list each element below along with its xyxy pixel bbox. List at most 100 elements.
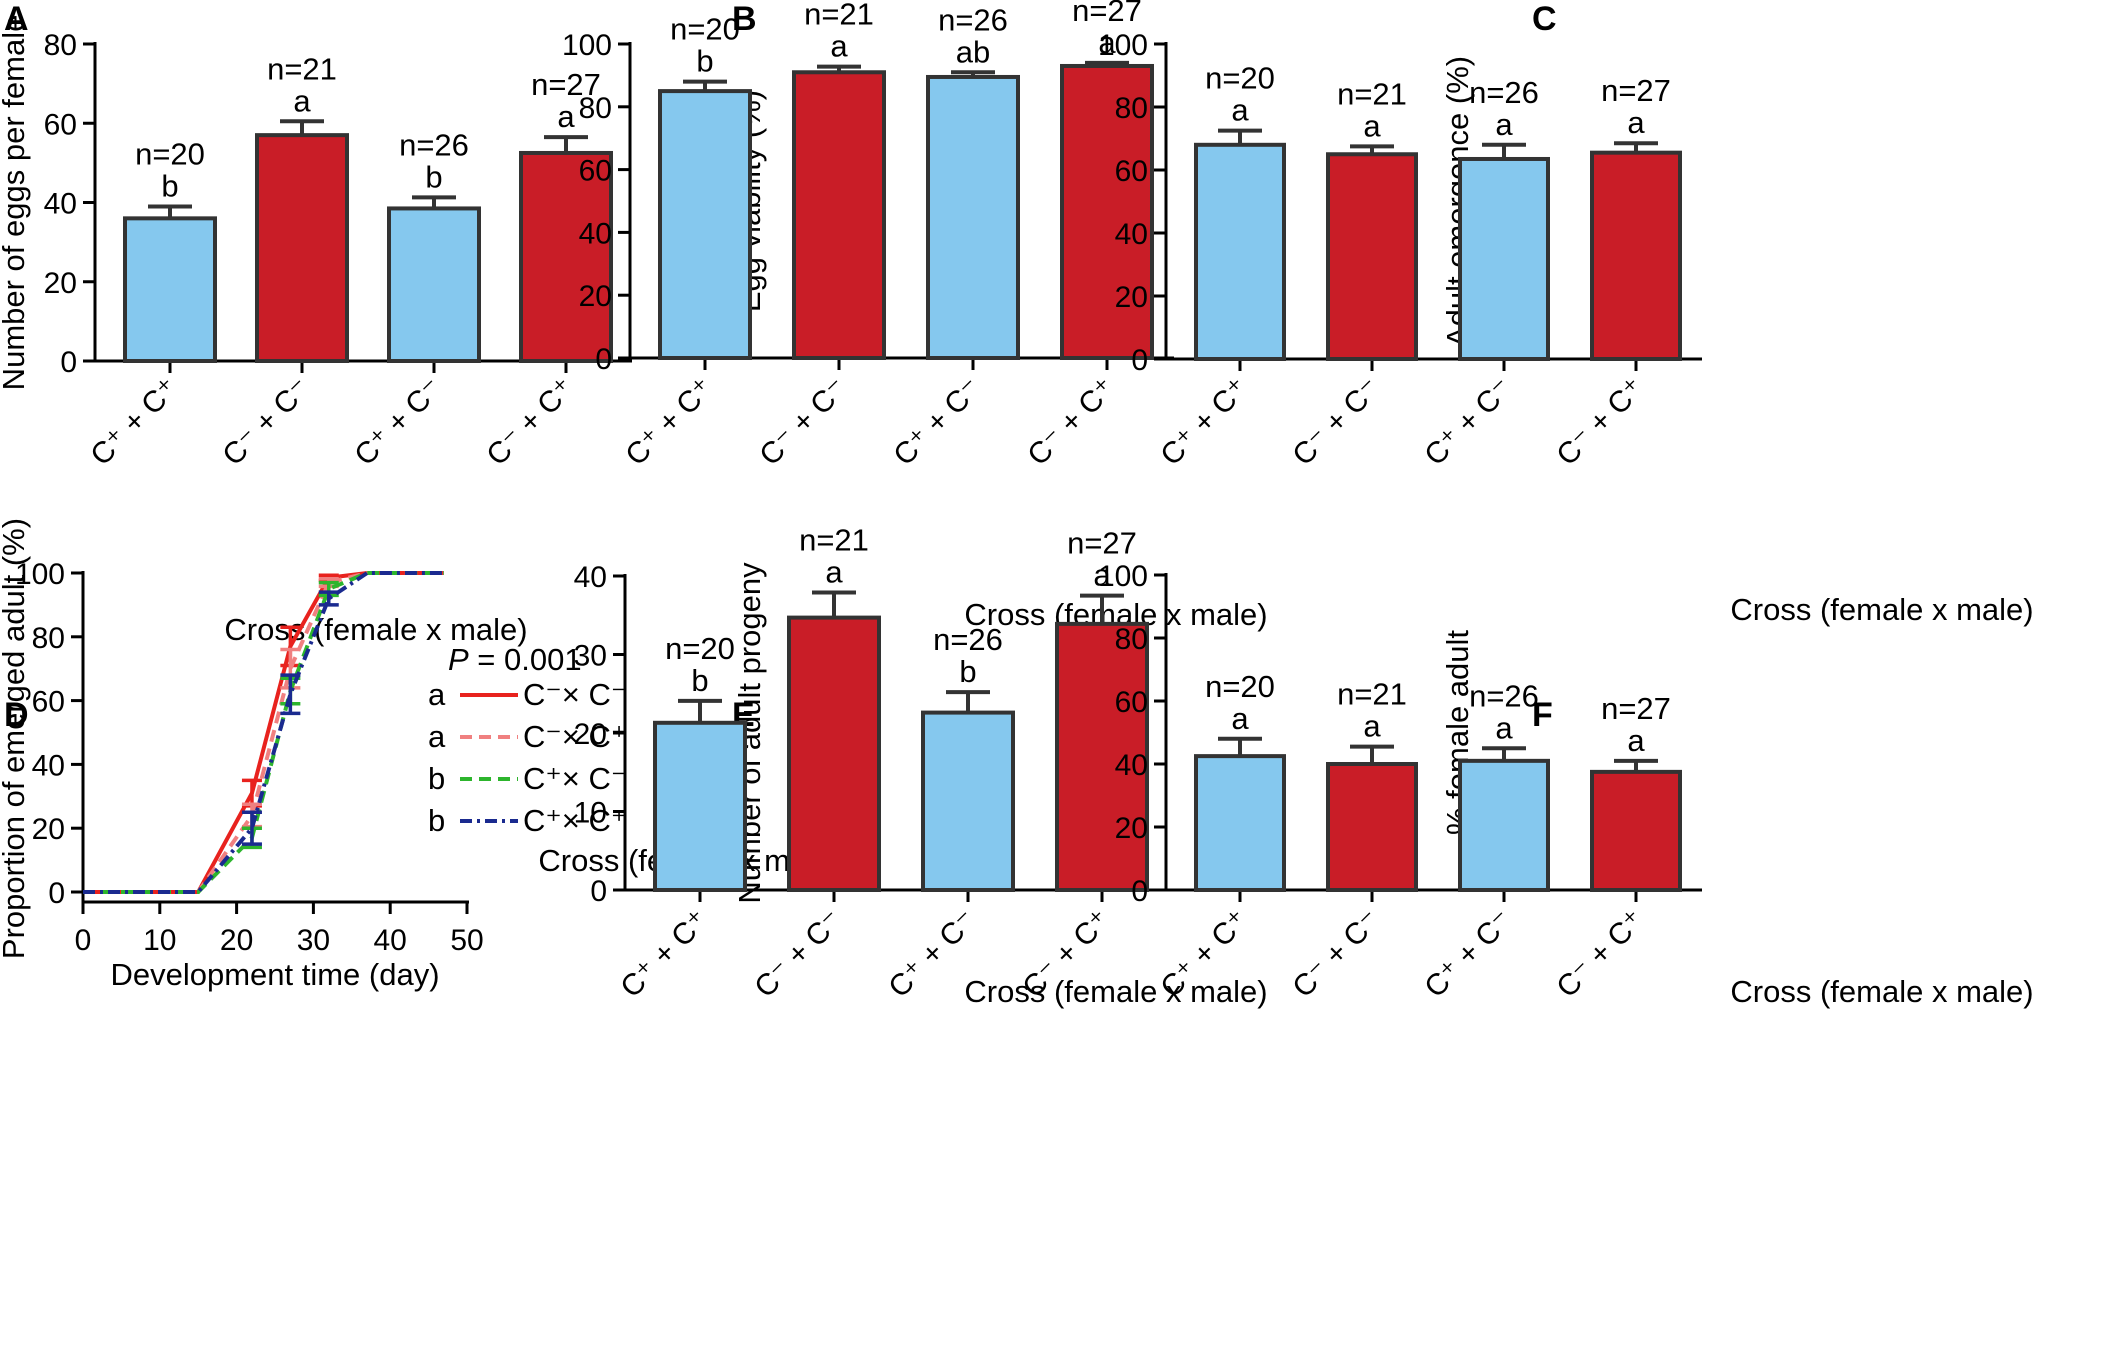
significance-letter: a xyxy=(1627,723,1645,758)
n-label: n=21 xyxy=(799,522,869,557)
legend-label: C⁻× C⁻ xyxy=(523,677,627,712)
n-label: n=21 xyxy=(1337,677,1407,712)
y-tick-label: 0 xyxy=(60,346,77,379)
n-label: n=26 xyxy=(1469,678,1539,713)
significance-letter: b xyxy=(959,654,976,689)
x-axis-title: Cross (female x male) xyxy=(1730,592,2033,627)
x-tick-label: 20 xyxy=(220,924,253,957)
significance-letter: a xyxy=(1098,25,1116,60)
n-label: n=21 xyxy=(267,51,337,86)
bar xyxy=(387,206,481,363)
y-tick-label: 100 xyxy=(1098,29,1148,62)
y-tick-label: 40 xyxy=(32,749,65,782)
n-label: n=26 xyxy=(399,127,469,162)
significance-letter: a xyxy=(830,29,848,64)
significance-letter: a xyxy=(293,83,311,118)
n-label: n=21 xyxy=(1337,76,1407,111)
bar xyxy=(1590,150,1682,361)
p-value-number: = 0.001 xyxy=(469,642,582,677)
y-tick-label: 60 xyxy=(44,108,77,141)
y-tick-label: 100 xyxy=(562,29,612,62)
bar xyxy=(658,89,752,360)
category-label: C⁺ + C⁺ xyxy=(84,372,185,473)
n-label: n=27 xyxy=(1067,526,1137,561)
y-tick-label: 20 xyxy=(1115,281,1148,314)
significance-letter: a xyxy=(1231,93,1249,128)
y-tick-label: 20 xyxy=(44,267,77,300)
y-tick-label: 40 xyxy=(1115,749,1148,782)
p-value-symbol: P xyxy=(448,642,469,677)
y-tick-label: 80 xyxy=(32,622,65,655)
category-label: C⁺ + C⁻ xyxy=(1418,904,1519,1005)
category-label: C⁻ + C⁻ xyxy=(1286,904,1387,1005)
n-label: n=27 xyxy=(1601,691,1671,726)
y-tick-label: 0 xyxy=(595,343,612,376)
y-axis-title: Proportion of emerged adult (%) xyxy=(0,518,31,959)
significance-letter: a xyxy=(825,554,843,589)
x-tick-label: 50 xyxy=(450,924,483,957)
bar xyxy=(1055,621,1149,892)
x-axis-title: Cross (female x male) xyxy=(964,974,1267,1009)
category-label: C⁺ + C⁺ xyxy=(1154,372,1255,473)
y-tick-label: 80 xyxy=(44,29,77,62)
category-label: C⁺ + C⁺ xyxy=(614,904,715,1005)
y-tick-label: 0 xyxy=(590,875,607,908)
significance-letter: a xyxy=(1363,108,1381,143)
y-tick-label: 60 xyxy=(1115,155,1148,188)
bar xyxy=(1326,152,1418,361)
x-tick-label: 0 xyxy=(75,924,92,957)
x-tick-label: 40 xyxy=(374,924,407,957)
category-label: C⁺ + C⁻ xyxy=(1418,372,1519,473)
y-tick-label: 20 xyxy=(1115,812,1148,845)
x-axis-title: Cross (female x male) xyxy=(1730,974,2033,1009)
legend-label: C⁻× C⁺ xyxy=(523,719,627,754)
y-tick-label: 60 xyxy=(1115,686,1148,719)
significance-letter: a xyxy=(1495,107,1513,142)
y-tick-label: 40 xyxy=(44,188,77,221)
x-axis-title: Cross (female x male) xyxy=(224,612,527,647)
bar xyxy=(1060,63,1154,360)
category-label: C⁻ + C⁻ xyxy=(216,372,317,473)
bar xyxy=(926,74,1020,360)
category-label: C⁻ + C⁻ xyxy=(748,904,849,1005)
y-tick-label: 100 xyxy=(15,558,65,591)
y-tick-label: 100 xyxy=(1098,560,1148,593)
bar xyxy=(1194,754,1286,892)
bar xyxy=(123,216,217,363)
y-tick-label: 40 xyxy=(1115,218,1148,251)
n-label: n=26 xyxy=(933,622,1003,657)
bar xyxy=(921,710,1015,893)
y-tick-label: 0 xyxy=(1131,875,1148,908)
y-axis-title: Number of eggs per female xyxy=(0,15,31,391)
y-tick-label: 20 xyxy=(579,280,612,313)
significance-letter: b xyxy=(691,663,708,698)
bar xyxy=(519,150,613,363)
n-label: n=20 xyxy=(1205,669,1275,704)
legend-letter: b xyxy=(428,761,445,796)
y-tick-label: 0 xyxy=(1131,344,1148,377)
category-label: C⁻ + C⁻ xyxy=(753,372,854,473)
n-label: n=20 xyxy=(665,631,735,666)
legend-label: C⁺× C⁺ xyxy=(523,803,627,838)
panel-letter: D xyxy=(4,696,29,734)
n-label: n=26 xyxy=(938,2,1008,37)
category-label: C⁺ + C⁻ xyxy=(348,372,449,473)
bar xyxy=(1458,156,1550,361)
x-tick-label: 10 xyxy=(143,924,176,957)
y-tick-label: 20 xyxy=(32,813,65,846)
x-axis-title: Development time (day) xyxy=(110,957,439,992)
bar xyxy=(787,615,881,892)
bar xyxy=(1458,758,1550,892)
bar xyxy=(792,70,886,360)
y-tick-label: 80 xyxy=(1115,92,1148,125)
x-tick-label: 30 xyxy=(297,924,330,957)
bar xyxy=(1590,769,1682,892)
category-label: C⁻ + C⁺ xyxy=(1550,372,1651,473)
significance-letter: b xyxy=(161,168,178,203)
panel-letter: F xyxy=(1532,696,1553,734)
y-tick-label: 0 xyxy=(48,877,65,910)
y-tick-label: 80 xyxy=(579,92,612,125)
